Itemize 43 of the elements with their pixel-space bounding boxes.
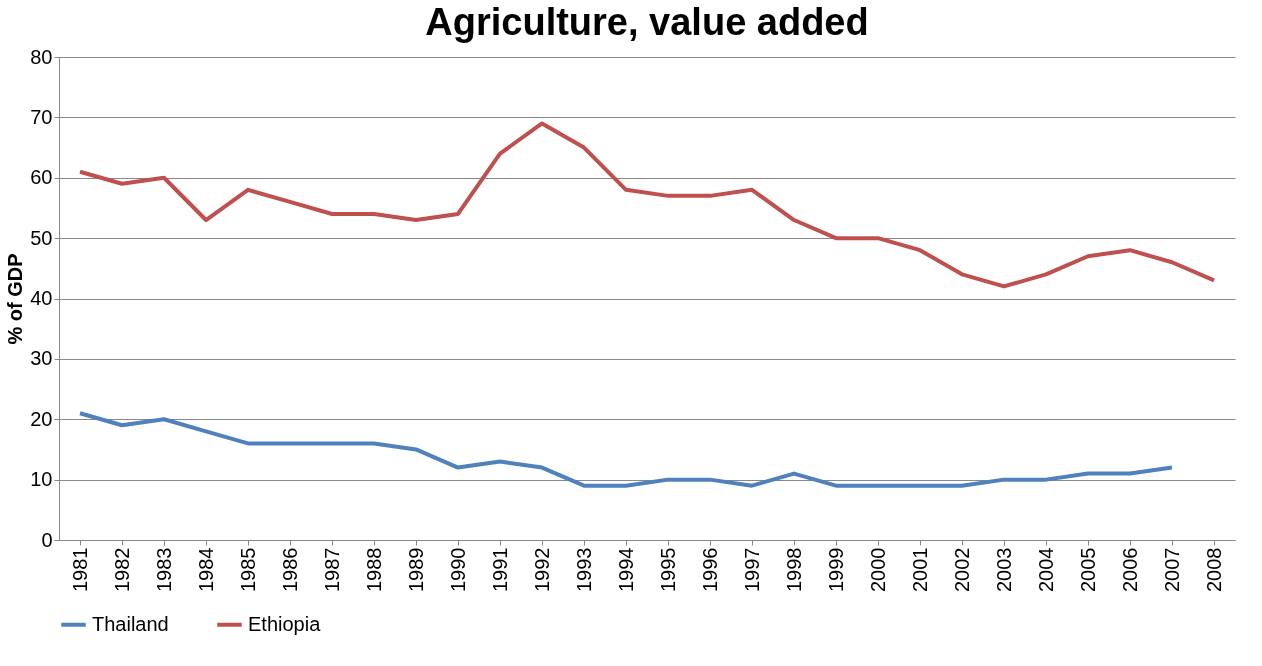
x-tick-label: 1981 xyxy=(68,547,91,592)
x-tick-label: 1996 xyxy=(698,547,721,592)
y-tick-label: 40 xyxy=(30,287,53,309)
y-tick-label: 10 xyxy=(30,468,53,491)
x-tick-label: 1993 xyxy=(572,547,595,592)
line-series xyxy=(78,121,1216,289)
x-tick-label: 1998 xyxy=(782,547,805,592)
x-tick-label: 1986 xyxy=(278,547,301,592)
x-tick-label: 2008 xyxy=(1202,547,1225,592)
x-tick-label: 1988 xyxy=(362,547,385,592)
y-tick-label: 0 xyxy=(41,528,53,551)
y-tick-label: 50 xyxy=(30,226,53,249)
x-tick-label: 1999 xyxy=(824,547,847,592)
chart-title: Agriculture, value added xyxy=(425,1,869,43)
legend-label: Ethiopia xyxy=(248,612,322,635)
legend-label: Thailand xyxy=(92,612,169,635)
y-tick-label: 20 xyxy=(30,407,53,430)
line-series xyxy=(78,411,1174,488)
x-tick-label: 2001 xyxy=(908,547,931,592)
x-tick-label: 1992 xyxy=(530,547,553,592)
x-tick-label: 2003 xyxy=(992,547,1015,592)
x-tick-label: 2000 xyxy=(866,547,889,592)
x-tick-label: 1997 xyxy=(740,547,763,592)
x-tick-label: 1984 xyxy=(194,547,217,592)
y-tick-label: 70 xyxy=(30,105,53,128)
x-tick-label: 1989 xyxy=(404,547,427,592)
x-tick-label: 1985 xyxy=(236,547,259,592)
y-tick-label: 30 xyxy=(30,347,53,370)
x-tick-label: 1991 xyxy=(488,547,511,592)
y-tick-label: 60 xyxy=(30,166,53,189)
x-tick-label: 2005 xyxy=(1076,547,1099,592)
y-axis-title: % of GDP xyxy=(4,253,27,345)
x-tick-label: 1994 xyxy=(614,547,637,592)
x-tick-label: 1982 xyxy=(110,547,133,592)
x-tick-label: 2007 xyxy=(1160,547,1183,592)
x-tick-label: 1995 xyxy=(656,547,679,592)
x-tick-label: 2002 xyxy=(950,547,973,592)
x-tick-label: 1990 xyxy=(446,547,469,592)
x-tick-label: 1983 xyxy=(152,547,175,592)
x-tick-label: 1987 xyxy=(320,547,343,592)
y-tick-label: 80 xyxy=(30,45,53,68)
x-tick-label: 2004 xyxy=(1034,547,1057,592)
x-tick-label: 2006 xyxy=(1118,547,1141,592)
